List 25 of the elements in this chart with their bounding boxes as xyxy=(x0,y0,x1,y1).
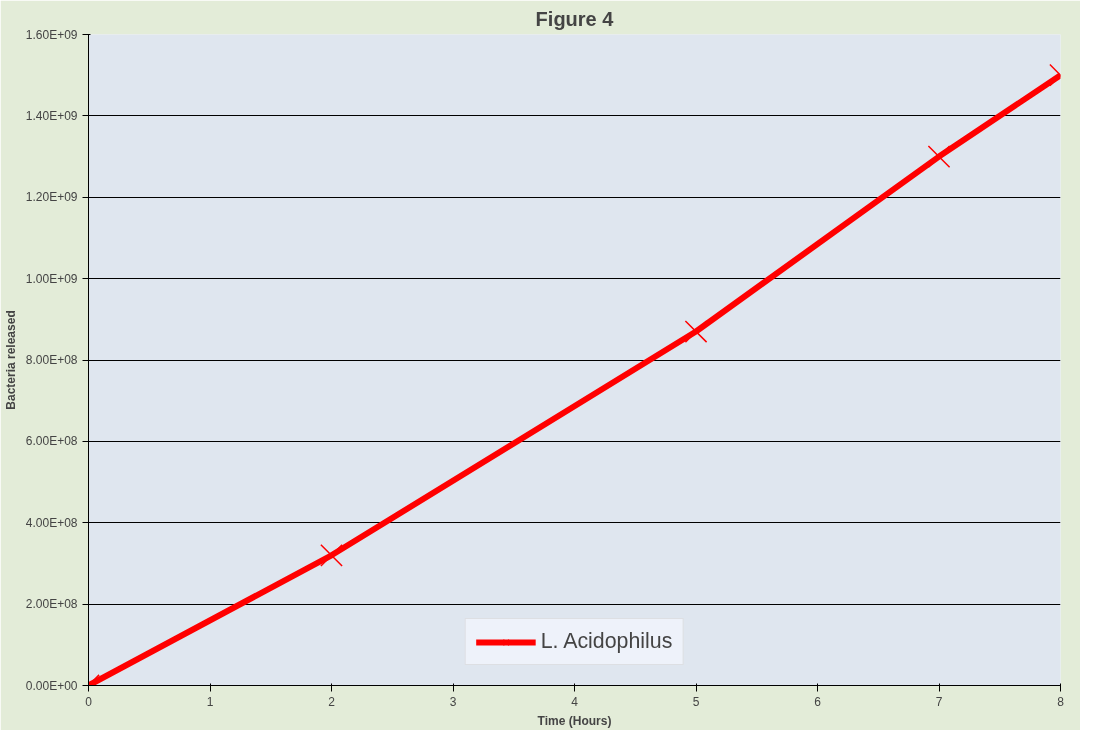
legend-label: L. Acidophilus xyxy=(540,629,673,654)
x-tick-label: 0 xyxy=(85,694,93,709)
x-tick-label: 1 xyxy=(206,694,214,709)
y-tick-label: 4.00E+08 xyxy=(25,515,78,530)
x-tick-label: 6 xyxy=(814,694,822,709)
x-tick-label: 2 xyxy=(328,694,336,709)
x-tick-label: 8 xyxy=(1057,694,1065,709)
x-tick-label: 5 xyxy=(692,694,700,709)
y-tick-label: 8.00E+08 xyxy=(25,353,78,367)
x-tick-label: 7 xyxy=(935,694,943,709)
chart-title: Figure 4 xyxy=(535,7,615,30)
point xyxy=(927,145,951,168)
point xyxy=(320,543,343,567)
x-axis-title: Time (Hours) xyxy=(537,713,612,728)
y-tick-label: 6.00E+08 xyxy=(25,434,78,449)
y-tick-label: 1.20E+09 xyxy=(25,190,78,205)
y-tick-label: 1.40E+09 xyxy=(25,108,78,123)
y-tick-label: 2.00E+08 xyxy=(25,597,78,612)
y-axis-title: Bacteria released xyxy=(3,310,18,410)
point xyxy=(684,320,708,343)
y-tick-label: 0.00E+00 xyxy=(25,678,78,693)
y-tick-label: 1.00E+09 xyxy=(25,271,78,286)
y-tick-label: 1.60E+09 xyxy=(25,27,78,42)
x-tick-label: 4 xyxy=(571,694,579,709)
x-tick-label: 3 xyxy=(449,694,457,709)
